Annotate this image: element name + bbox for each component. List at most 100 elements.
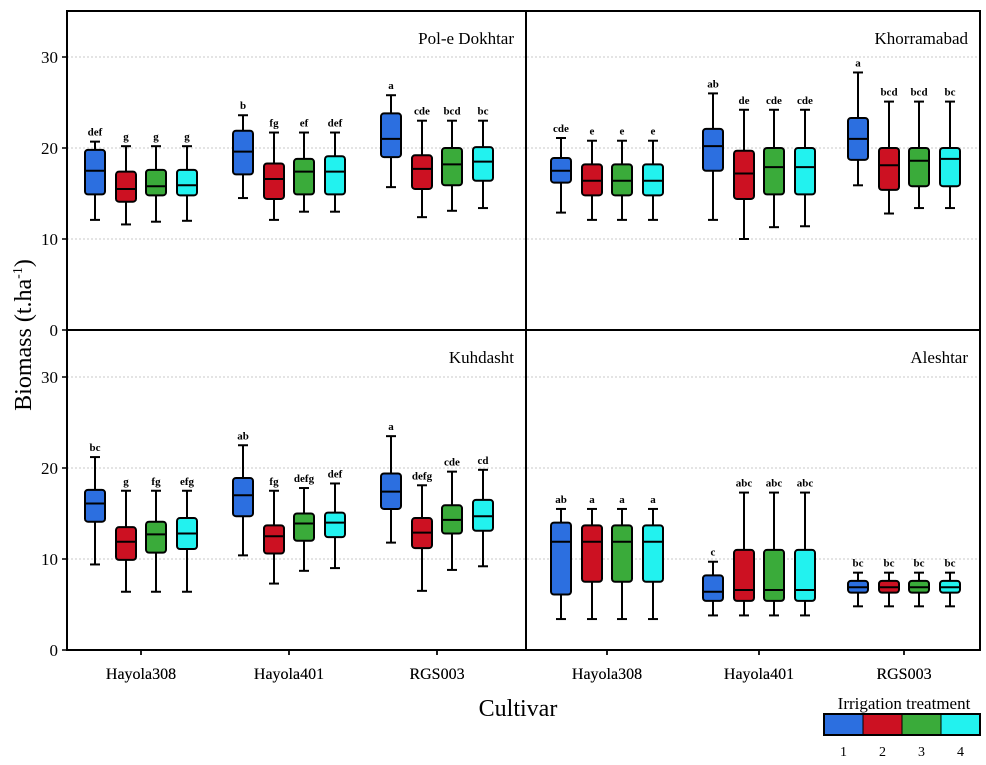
x-category-label: RGS003 (409, 666, 464, 683)
box-t2 (115, 170, 137, 203)
x-category-label: Hayola308 (572, 666, 642, 683)
box-t1 (550, 521, 572, 596)
significance-letter: bc (945, 87, 956, 99)
x-category-label: RGS003 (876, 666, 931, 683)
significance-letter: cde (444, 457, 460, 469)
y-axis-title-end: ) (11, 259, 37, 267)
box-t3 (763, 548, 785, 602)
x-axis-title: Cultivar (479, 696, 558, 722)
legend-label-4: 4 (957, 745, 964, 760)
box-t3 (611, 524, 633, 583)
box-t3 (908, 147, 930, 188)
box-t1 (702, 574, 724, 602)
box-t4 (794, 548, 816, 602)
x-category-label: RGS003 (876, 666, 931, 683)
box-t4 (324, 511, 346, 539)
box-t1 (84, 488, 106, 523)
boxes-layer (84, 71, 961, 621)
panel-title: Kuhdasht (449, 348, 514, 367)
x-category-label: RGS003 (409, 666, 464, 683)
significance-letter: ab (555, 494, 567, 506)
box-t2 (733, 548, 755, 602)
legend-frame (823, 713, 981, 736)
significance-letter: fg (269, 476, 279, 488)
significance-letter: abc (736, 478, 753, 490)
significance-letter: e (590, 126, 595, 138)
significance-letter: a (388, 421, 394, 433)
legend-label-3: 3 (918, 745, 925, 760)
significance-letter: def (328, 468, 343, 480)
box-t4 (939, 147, 961, 188)
panel-title: Pol-e Dokhtar (418, 29, 514, 48)
significance-letter: g (123, 131, 129, 143)
significance-letter: cde (553, 123, 569, 135)
significance-letter: def (328, 118, 343, 130)
significance-letter: def (88, 127, 103, 139)
y-tick-label: 0 (50, 321, 59, 340)
legend: Irrigation treatment 1 2 3 4 (823, 694, 981, 760)
significance-letter: fg (269, 118, 279, 130)
box-t3 (145, 520, 167, 554)
y-tick-label: 20 (41, 459, 58, 478)
x-category-label: Hayola401 (254, 666, 324, 683)
y-tick-label: 0 (50, 641, 59, 660)
legend-swatch-3 (901, 713, 942, 736)
x-category-label: Hayola308 (106, 666, 176, 683)
box-t3 (763, 147, 785, 196)
box-t1 (380, 112, 402, 159)
box-t2 (263, 524, 285, 555)
significance-letter: a (388, 80, 394, 92)
box-t4 (176, 168, 198, 197)
box-t3 (293, 157, 315, 196)
significance-letter: e (620, 126, 625, 138)
box-t2 (878, 147, 900, 191)
legend-swatch-4 (940, 713, 981, 736)
significance-letter: defg (294, 473, 315, 485)
legend-swatch-2 (862, 713, 903, 736)
box-t1 (84, 148, 106, 196)
box-t2 (581, 524, 603, 583)
box-t4 (472, 146, 494, 182)
significance-letter: a (619, 494, 625, 506)
y-tick-label: 30 (41, 368, 58, 387)
significance-letter: de (739, 95, 750, 107)
box-t3 (441, 147, 463, 187)
box-t2 (411, 154, 433, 190)
frame-layer (62, 10, 981, 655)
significance-letter: defg (412, 470, 433, 482)
significance-letter: efg (180, 476, 195, 488)
x-category-label: Hayola401 (724, 666, 794, 683)
significance-letter: a (650, 494, 656, 506)
significance-letter: ab (237, 430, 249, 442)
significance-letter: bc (914, 558, 925, 570)
x-category-label: Hayola308 (572, 666, 642, 683)
significance-letter: a (589, 494, 595, 506)
significance-letter: e (651, 126, 656, 138)
panel-title: Aleshtar (910, 348, 968, 367)
significance-letter: fg (151, 476, 161, 488)
significance-letter: g (184, 131, 190, 143)
significance-letter: bc (478, 106, 489, 118)
y-tick-label: 10 (41, 230, 58, 249)
significance-letter: g (123, 476, 129, 488)
box-t1 (702, 127, 724, 172)
significance-letter: c (711, 547, 716, 559)
significance-letter: bc (853, 558, 864, 570)
grid-layer (67, 56, 980, 560)
box-t1 (232, 477, 254, 518)
significance-letter: g (153, 131, 159, 143)
significance-letter: b (240, 100, 246, 112)
box-t4 (642, 524, 664, 583)
box-t4 (324, 155, 346, 196)
significance-letter: abc (766, 478, 783, 490)
significance-letter: cde (766, 95, 782, 107)
significance-letter: a (855, 57, 861, 69)
y-tick-label: 10 (41, 550, 58, 569)
significance-letter: bc (945, 558, 956, 570)
legend-swatch-1 (823, 713, 864, 736)
significance-letter: bcd (880, 87, 897, 99)
significance-letter: bcd (443, 106, 460, 118)
